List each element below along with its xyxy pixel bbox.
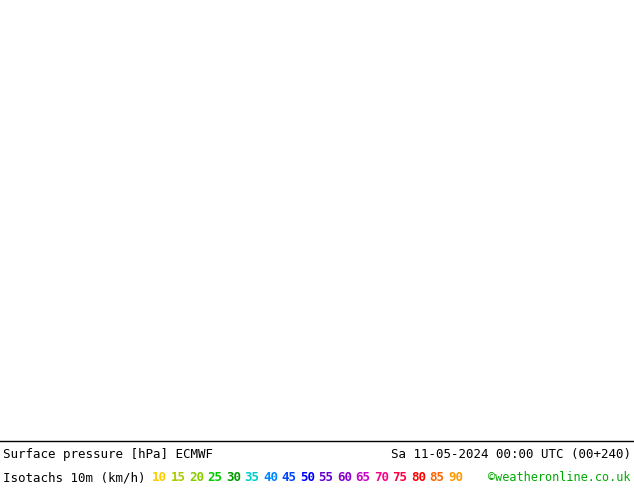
Text: 20: 20 xyxy=(189,471,204,484)
Text: Surface pressure [hPa] ECMWF: Surface pressure [hPa] ECMWF xyxy=(3,447,213,461)
Text: 15: 15 xyxy=(171,471,186,484)
Text: 65: 65 xyxy=(356,471,370,484)
Text: 55: 55 xyxy=(318,471,333,484)
Text: 10: 10 xyxy=(152,471,167,484)
Text: Sa 11-05-2024 00:00 UTC (00+240): Sa 11-05-2024 00:00 UTC (00+240) xyxy=(391,447,631,461)
Text: Isotachs 10m (km/h): Isotachs 10m (km/h) xyxy=(3,471,145,484)
Text: 35: 35 xyxy=(245,471,259,484)
Text: 40: 40 xyxy=(263,471,278,484)
Text: 25: 25 xyxy=(207,471,223,484)
Text: 50: 50 xyxy=(300,471,315,484)
Text: 45: 45 xyxy=(281,471,297,484)
Text: 85: 85 xyxy=(429,471,444,484)
Text: 30: 30 xyxy=(226,471,241,484)
Text: 70: 70 xyxy=(374,471,389,484)
Text: 80: 80 xyxy=(411,471,426,484)
Text: 60: 60 xyxy=(337,471,352,484)
Text: 75: 75 xyxy=(392,471,408,484)
Text: ©weatheronline.co.uk: ©weatheronline.co.uk xyxy=(489,471,631,484)
Text: 90: 90 xyxy=(448,471,463,484)
